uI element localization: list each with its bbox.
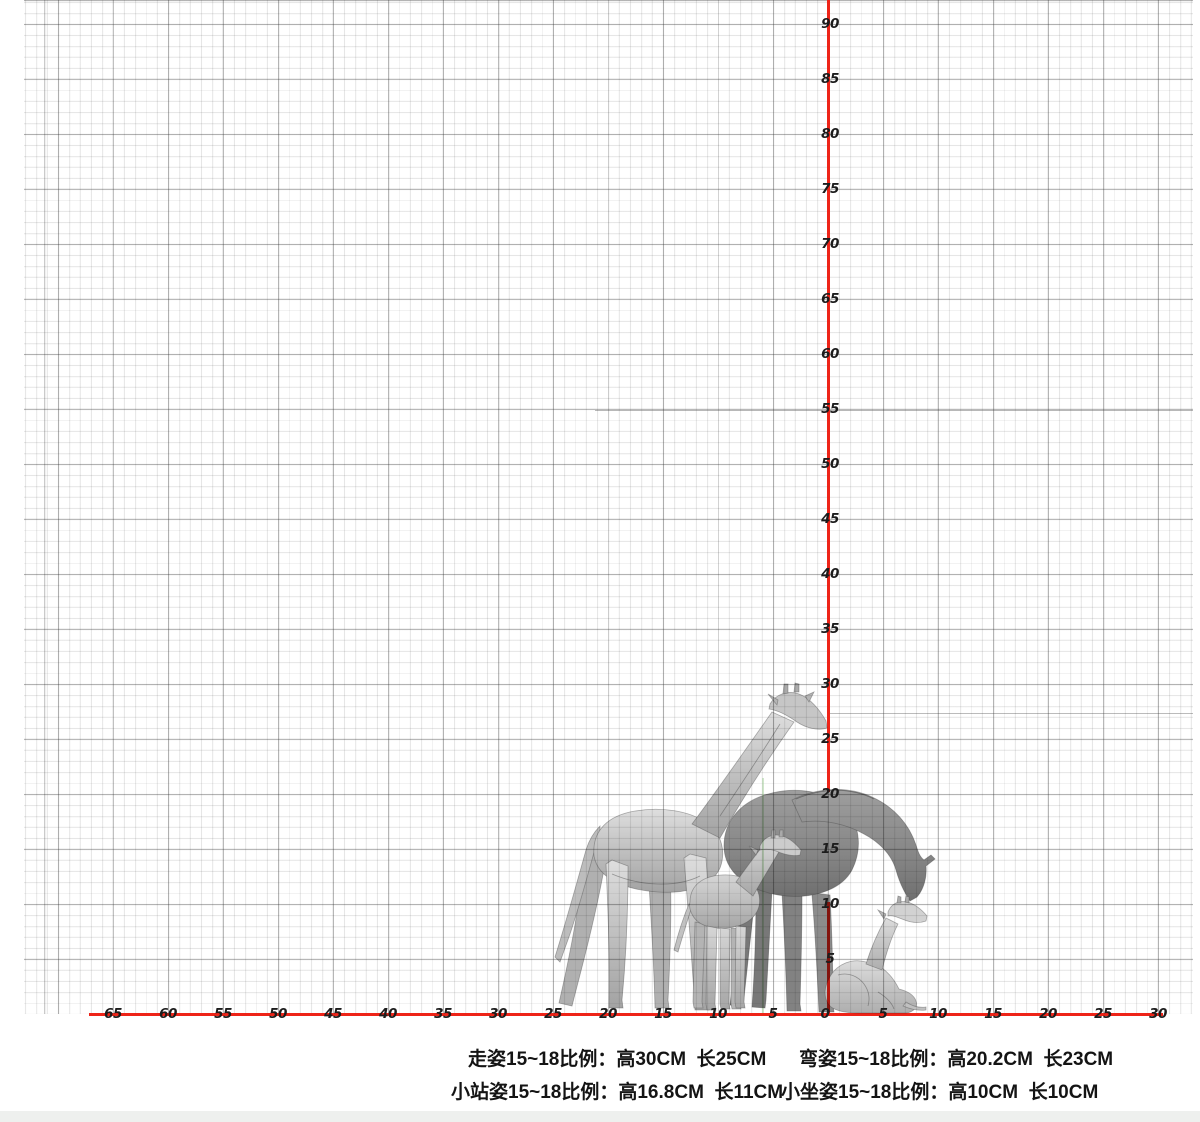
grid-seam-line	[828, 713, 1193, 714]
bottom-strip	[0, 1111, 1200, 1122]
caption-bending-pose: 弯姿15~18比例：高20.2CM 长23CM	[799, 1049, 1114, 1070]
caption-sitting-calf-pose: 小坐姿15~18比例：高10CM 长10CM	[781, 1082, 1099, 1103]
y-axis-line	[826, 0, 830, 792]
x-axis-line	[89, 1012, 1163, 1016]
caption-standing-calf-pose: 小站姿15~18比例：高16.8CM 长11CM	[451, 1082, 784, 1103]
caption-walking-pose: 走姿15~18比例：高30CM 长25CM	[468, 1049, 767, 1070]
sitting-calf-giraffe	[824, 895, 928, 1014]
standing-calf-giraffe	[673, 829, 802, 1011]
grid-seam-line	[595, 410, 1193, 411]
